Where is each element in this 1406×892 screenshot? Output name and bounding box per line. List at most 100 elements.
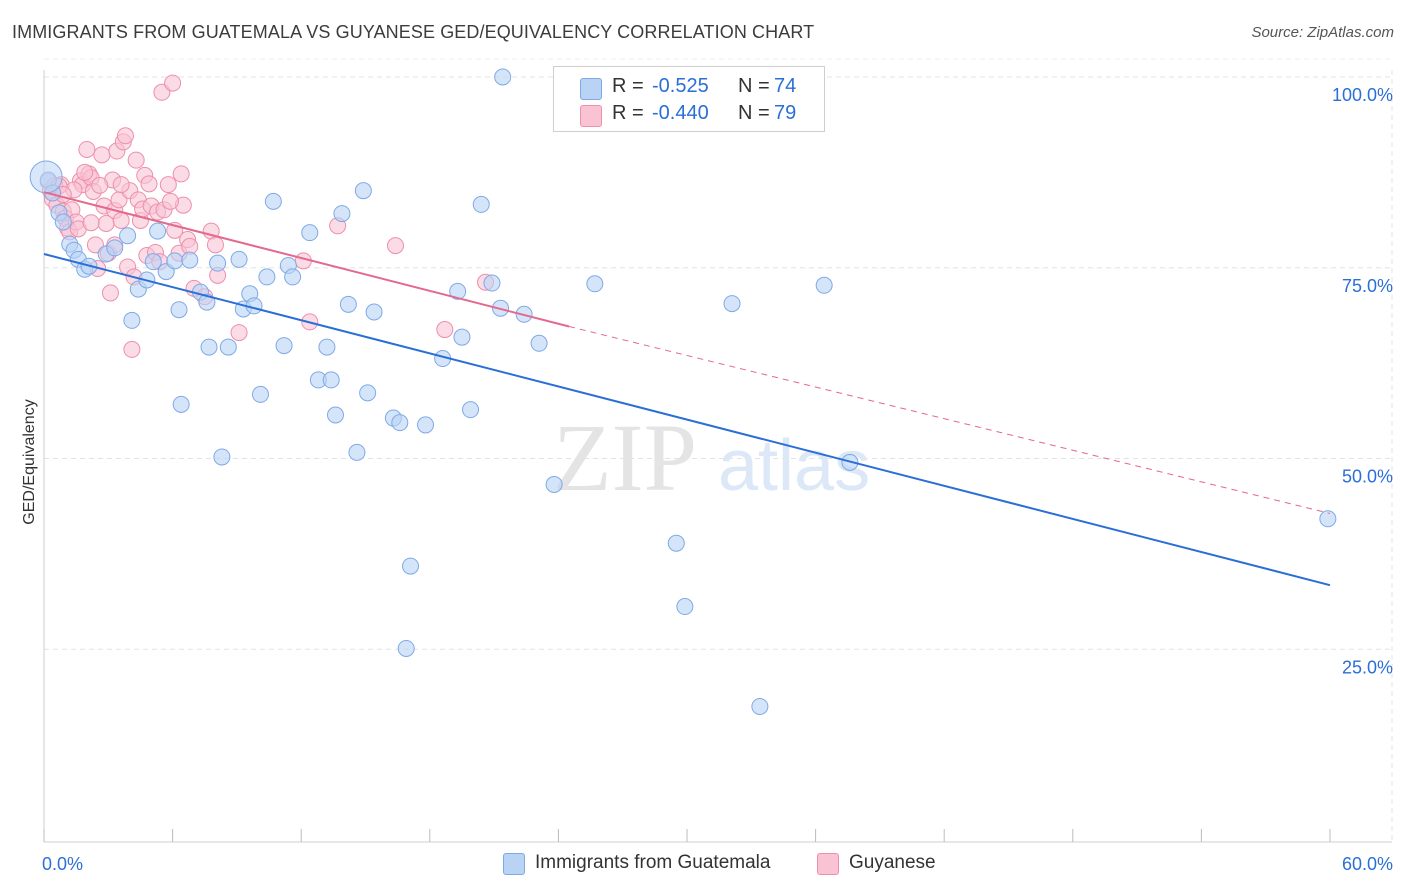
data-point [112,176,130,194]
grid-lines [44,58,1393,842]
data-point [181,251,199,269]
r-label: R = [612,75,644,97]
data-point [54,213,72,231]
r-value-guyanese: -0.440 [652,102,709,124]
data-point [164,74,182,92]
r-value-guatemala: -0.525 [652,75,709,97]
data-point [264,192,282,210]
r-label: R = [612,102,644,124]
n-label: N = [738,102,770,124]
n-value-guatemala: 74 [774,75,797,97]
data-point [140,175,158,193]
chart-title: IMMIGRANTS FROM GUATEMALA VS GUYANESE GE… [12,22,815,42]
data-point [123,340,141,358]
data-point [219,338,237,356]
data-point [106,239,124,257]
data-point-large [29,160,63,194]
guyanese-swatch [580,105,602,127]
data-point [318,338,336,356]
data-point [284,268,302,286]
data-point [436,321,454,339]
data-point [387,237,405,255]
data-point [172,395,190,413]
data-point [230,324,248,342]
data-point [170,301,188,319]
x-tick-label: 0.0% [42,854,83,874]
x-tick-label: 60.0% [1342,854,1393,874]
data-point [322,371,340,389]
guatemala-trend-line [43,253,1331,587]
data-point [91,176,109,194]
trend-lines [43,191,1331,587]
data-point [453,328,471,346]
guyanese-legend-label: Guyanese [849,852,936,873]
zipatlas-watermark: ZIP atlas [553,404,870,511]
data-point [1319,510,1337,528]
axes [43,70,1392,843]
data-point [209,254,227,272]
data-point [676,598,694,616]
watermark-zip: ZIP [553,404,697,511]
data-point [127,151,145,169]
data-point [112,211,130,229]
y-tick-label: 100.0% [1332,85,1393,105]
data-point [206,236,224,254]
y-tick-label: 25.0% [1342,657,1393,677]
n-label: N = [738,75,770,97]
data-point [417,416,435,434]
data-point [76,163,94,181]
data-point [82,214,100,232]
data-point [449,282,467,300]
y-tick-label: 50.0% [1342,467,1393,487]
data-point [326,406,344,424]
guyanese-points [39,74,495,358]
y-tick-label: 75.0% [1342,276,1393,296]
data-point [348,443,366,461]
data-point [359,384,377,402]
data-point [101,284,119,302]
guatemala-points [29,68,1337,715]
data-point [530,334,548,352]
guatemala-legend-label: Immigrants from Guatemala [535,852,771,873]
data-point [116,127,134,145]
guyanese-legend-swatch [817,853,839,875]
data-point [198,293,216,311]
data-point [397,639,415,657]
data-point [144,253,162,271]
data-point [166,252,184,270]
data-point [119,227,137,245]
data-point [483,274,501,292]
data-point [161,192,179,210]
guatemala-swatch [580,78,602,100]
guyanese-trend-extension [568,326,1331,514]
data-point [751,697,769,715]
data-point [586,275,604,293]
data-point [472,195,490,213]
data-point [545,475,563,493]
data-point [333,205,351,223]
correlation-legend: R = -0.525 N = 74 R = -0.440 N = 79 [553,66,825,132]
n-value-guyanese: 79 [774,102,797,124]
data-point [301,224,319,242]
data-point [667,534,685,552]
data-point [354,182,372,200]
data-point [494,68,512,86]
data-point [78,140,96,158]
data-point [275,337,293,355]
data-point [123,311,141,329]
data-point [230,250,248,268]
data-point [365,303,383,321]
data-point [251,385,269,403]
tick-labels: 25.0% 50.0% 75.0% 100.0% 0.0% 60.0% [42,85,1393,874]
data-point [149,222,167,240]
data-point [172,165,190,183]
source-label: Source: ZipAtlas.com [1251,24,1394,41]
data-point [339,295,357,313]
data-point [200,338,218,356]
data-point [159,176,177,194]
data-point [723,295,741,313]
data-point [258,268,276,286]
data-point [213,448,231,466]
data-point [462,401,480,419]
